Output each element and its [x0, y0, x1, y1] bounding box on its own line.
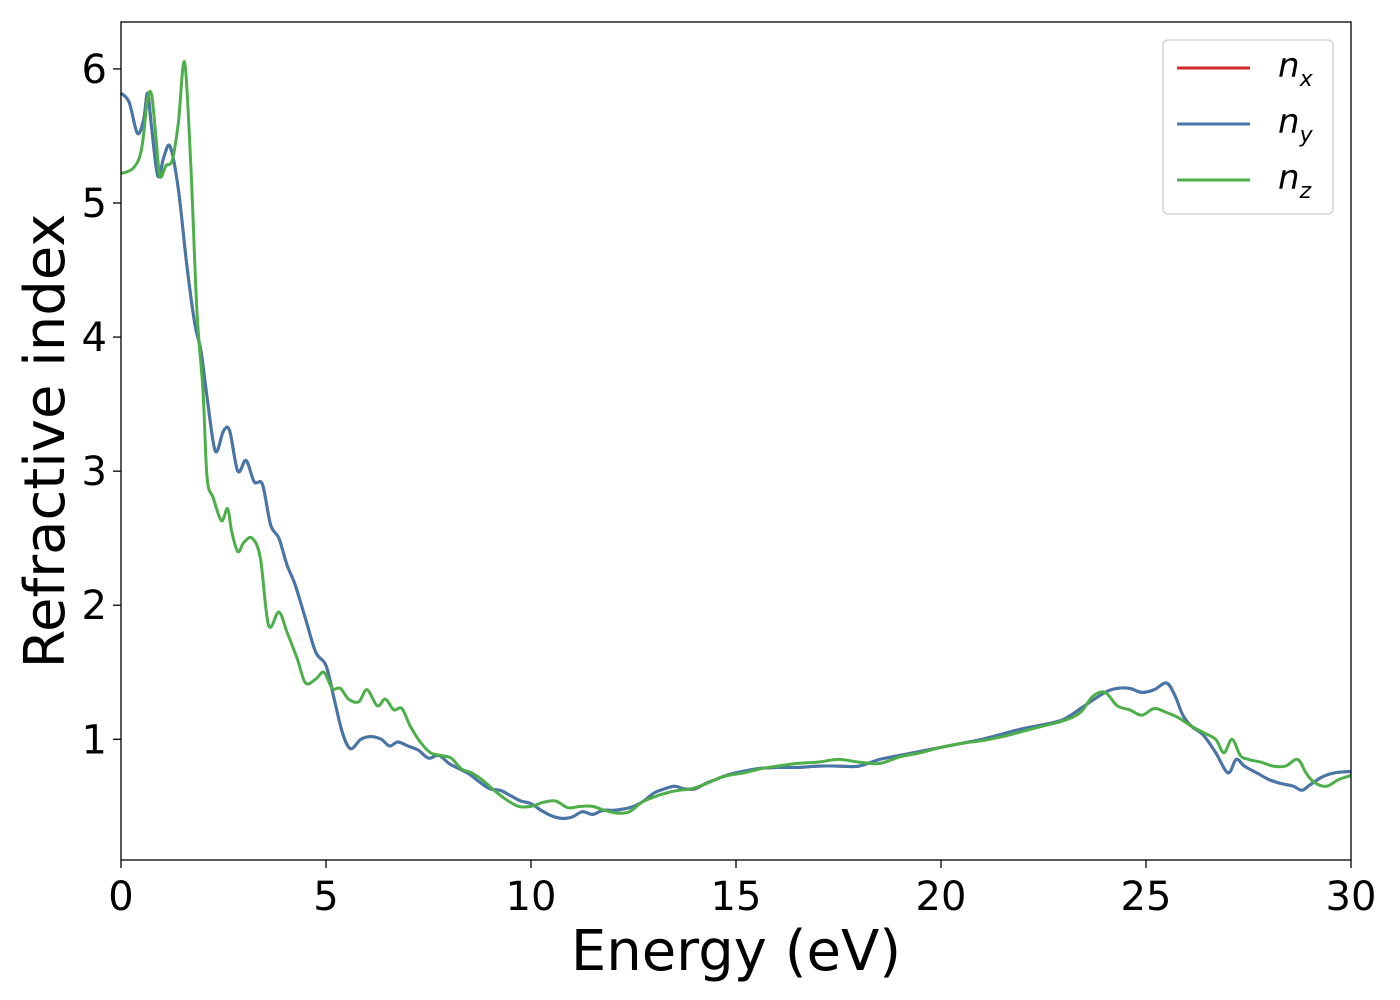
legend-entry-subscript: y: [1299, 123, 1314, 148]
plot-lines: [119, 60, 1352, 820]
series-line-ny: [119, 91, 1352, 820]
x-tick-label: 30: [1326, 874, 1377, 920]
y-tick-label: 3: [82, 449, 107, 495]
legend-entry-symbol: n: [1278, 102, 1300, 142]
x-tick-label: 20: [916, 874, 967, 920]
legend-entry-symbol: n: [1278, 158, 1300, 198]
x-tick-label: 15: [711, 874, 762, 920]
y-tick-label: 6: [82, 47, 107, 93]
y-tick-label: 2: [82, 583, 107, 629]
series-line-nz: [120, 60, 1352, 815]
y-tick-label: 4: [82, 315, 107, 361]
x-tick-label: 10: [506, 874, 557, 920]
x-tick-label: 0: [108, 874, 133, 920]
legend-entry-symbol: n: [1278, 46, 1300, 86]
x-axis-label: Energy (eV): [571, 919, 901, 984]
y-axis-label: Refractive index: [13, 214, 78, 669]
y-axis-ticks: 1 2 3 4 5 6: [82, 47, 121, 763]
y-tick-label: 1: [82, 717, 107, 763]
legend-box: [1162, 39, 1334, 215]
x-tick-label: 25: [1121, 874, 1172, 920]
legend-entry-ny: ny: [1278, 102, 1314, 148]
y-tick-label: 5: [82, 181, 107, 227]
x-axis-ticks: 0 5 10 15 20 25 30: [108, 860, 1376, 920]
legend-entry-subscript: x: [1299, 67, 1314, 92]
legend-entry-nz: nz: [1278, 158, 1312, 204]
x-tick-label: 5: [313, 874, 338, 920]
legend-entry-nx: nx: [1278, 46, 1314, 92]
legend-entry-subscript: z: [1299, 179, 1312, 204]
